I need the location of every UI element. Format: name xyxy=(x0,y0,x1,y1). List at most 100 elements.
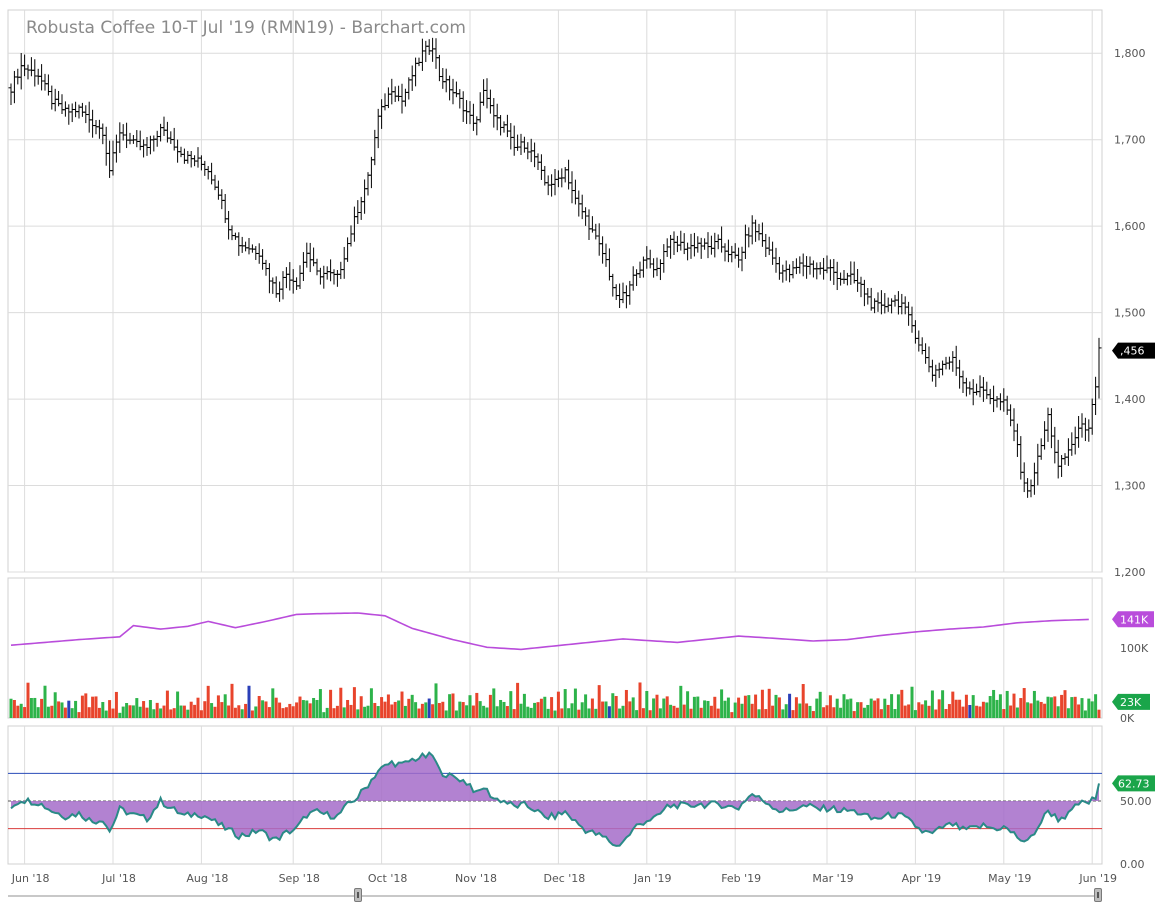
price-bar xyxy=(229,225,235,241)
price-bar xyxy=(606,248,612,281)
price-bar xyxy=(430,37,436,62)
price-bar xyxy=(154,130,160,147)
volume-bar xyxy=(968,704,972,718)
price-bars xyxy=(8,37,1102,498)
price-bar xyxy=(280,271,286,300)
volume-bar xyxy=(70,708,74,718)
volume-bar xyxy=(437,703,441,718)
volume-bar xyxy=(492,688,496,718)
volume-bar xyxy=(53,692,57,718)
price-bar xyxy=(926,346,932,373)
volume-bar xyxy=(733,702,737,718)
volume-bar xyxy=(754,694,758,718)
volume-bar xyxy=(478,701,482,718)
volume-bar xyxy=(329,689,333,718)
volume-bar xyxy=(46,706,50,718)
price-bar xyxy=(375,108,381,149)
price-bar xyxy=(175,139,181,163)
price-bar xyxy=(783,260,789,281)
price-bar xyxy=(481,79,487,106)
volume-bar xyxy=(485,707,489,718)
price-bar xyxy=(426,39,432,55)
price-bar xyxy=(447,75,453,101)
volume-bar xyxy=(169,709,173,718)
price-bar xyxy=(878,290,884,315)
avg-volume-badge: 141K xyxy=(1112,611,1154,628)
price-bar xyxy=(79,102,85,117)
volume-bar xyxy=(1094,694,1098,718)
price-axis-labels: 1,200 1,300 1,400 1,500 1,600 1,700 1,800 xyxy=(1114,47,1146,579)
price-bar xyxy=(1052,426,1058,464)
chart-title: Robusta Coffee 10-T Jul '19 (RMN19) - Ba… xyxy=(26,18,466,38)
price-bar xyxy=(729,245,735,263)
volume-bar xyxy=(230,683,234,718)
volume-bar xyxy=(995,699,999,718)
volume-bar xyxy=(451,693,455,718)
volume-bar xyxy=(1073,696,1077,718)
volume-bar xyxy=(502,701,506,718)
price-bar xyxy=(953,345,959,376)
price-bar xyxy=(923,343,929,364)
scrollbar-right-handle[interactable] xyxy=(1094,888,1102,902)
price-bar xyxy=(484,78,490,109)
volume-bar xyxy=(213,706,217,718)
volume-bar xyxy=(862,707,866,718)
price-bar xyxy=(49,85,55,110)
price-bar xyxy=(861,279,867,307)
volume-bar xyxy=(890,694,894,718)
scrollbar-left-handle[interactable] xyxy=(354,888,362,902)
volume-bar xyxy=(189,701,193,718)
price-bar xyxy=(630,266,636,291)
x-tick-label: Jul '18 xyxy=(101,872,136,885)
price-bar xyxy=(827,259,833,281)
price-bar xyxy=(181,148,187,164)
volume-bar xyxy=(339,687,343,718)
volume-bar xyxy=(594,708,598,718)
volume-bar xyxy=(998,694,1002,718)
price-bar xyxy=(1038,438,1044,460)
price-bar xyxy=(708,235,714,255)
chart-svg[interactable]: Jun '18 Jul '18 Aug '18 Sep '18 Oct '18 Nov '… xyxy=(0,0,1155,888)
price-bar xyxy=(168,131,174,144)
price-bar xyxy=(96,119,102,139)
volume-bar xyxy=(794,697,798,718)
volume-bar xyxy=(570,703,574,718)
volume-bar xyxy=(1029,703,1033,718)
price-bar xyxy=(249,244,255,253)
price-bar xyxy=(715,234,721,250)
price-bar xyxy=(804,256,810,279)
volume-bar xyxy=(859,702,863,718)
volume-bar xyxy=(978,706,982,718)
price-bar xyxy=(906,301,912,326)
volume-bar xyxy=(346,699,350,718)
volume-bar xyxy=(635,710,639,718)
price-bar xyxy=(647,249,653,269)
volume-bar xyxy=(808,705,812,718)
price-bar xyxy=(695,236,701,253)
price-bar xyxy=(42,73,48,91)
volume-bar xyxy=(1043,703,1047,718)
volume-bar xyxy=(686,691,690,718)
volume-bar xyxy=(74,700,78,718)
price-bar xyxy=(477,92,483,123)
price-tick-label: 1,400 xyxy=(1114,393,1146,406)
price-bar xyxy=(671,231,677,256)
volume-bar xyxy=(672,705,676,718)
volume-bar xyxy=(465,705,469,718)
price-bar xyxy=(807,256,813,275)
volume-bar xyxy=(835,698,839,718)
volume-bar xyxy=(767,688,771,718)
volume-bar xyxy=(764,709,768,718)
price-bar xyxy=(763,233,769,258)
price-bar xyxy=(844,272,850,286)
volume-bar xyxy=(1063,690,1067,718)
volume-bar xyxy=(26,682,30,718)
price-bar xyxy=(494,103,500,131)
volume-bar xyxy=(930,690,934,718)
price-bar xyxy=(487,89,493,114)
price-bar xyxy=(698,237,704,259)
volume-bar xyxy=(104,710,108,718)
price-bar xyxy=(379,99,385,129)
price-pane xyxy=(7,9,1103,573)
time-scrollbar[interactable] xyxy=(8,888,1102,904)
